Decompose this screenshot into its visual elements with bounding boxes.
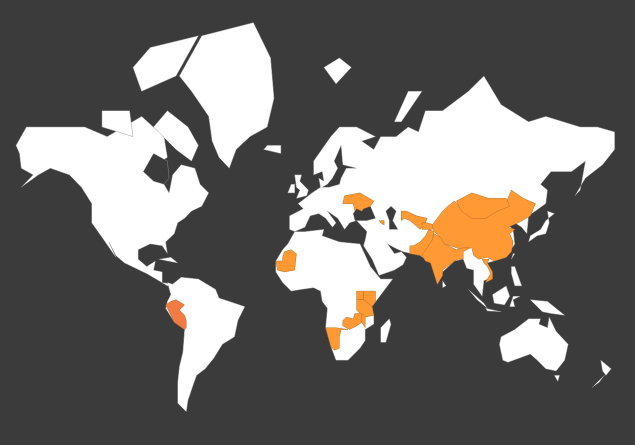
country-zambia[interactable]: [342, 313, 363, 330]
country-namibia[interactable]: [325, 327, 349, 351]
land-greenland: [179, 22, 275, 169]
land-iceland: [263, 145, 282, 154]
land-south-america: [165, 276, 246, 412]
land-africa: [275, 229, 393, 361]
land-ellesmere-island: [132, 35, 199, 92]
country-armenia[interactable]: [378, 220, 385, 226]
country-uganda[interactable]: [356, 290, 364, 300]
land-sumatra: [468, 289, 488, 309]
land-baffin-island: [153, 110, 199, 162]
land-new-zealand-north: [600, 359, 612, 376]
country-peru[interactable]: [165, 299, 187, 330]
land-new-zealand-south: [591, 375, 605, 388]
country-tanzania[interactable]: [356, 299, 375, 318]
land-taiwan: [511, 253, 516, 260]
land-great-britain: [294, 174, 309, 199]
land-philippines: [511, 266, 522, 287]
land-japan: [528, 210, 555, 243]
land-madagascar: [380, 318, 392, 343]
land-ireland: [287, 184, 295, 194]
land-sulawesi: [509, 296, 521, 307]
land-svalbard: [323, 57, 352, 85]
land-borneo: [492, 285, 510, 306]
land-sri-lanka: [442, 280, 447, 288]
country-vietnam[interactable]: [481, 258, 493, 283]
land-victoria-island: [101, 110, 134, 137]
country-ukraine[interactable]: [342, 192, 375, 212]
caspian-sea: [385, 205, 399, 230]
land-java: [485, 308, 502, 313]
land-tasmania: [554, 375, 560, 382]
country-mauritania[interactable]: [275, 249, 297, 273]
country-tajikistan[interactable]: [421, 222, 435, 230]
baltic-sea: [321, 145, 357, 188]
country-pakistan[interactable]: [409, 229, 435, 256]
hudson-bay: [143, 153, 170, 185]
land-australia: [499, 316, 569, 372]
country-mongolia[interactable]: [456, 192, 510, 219]
land-novaya-zemlya: [394, 91, 423, 123]
land-new-guinea: [530, 299, 565, 316]
land-cuba: [158, 257, 178, 264]
